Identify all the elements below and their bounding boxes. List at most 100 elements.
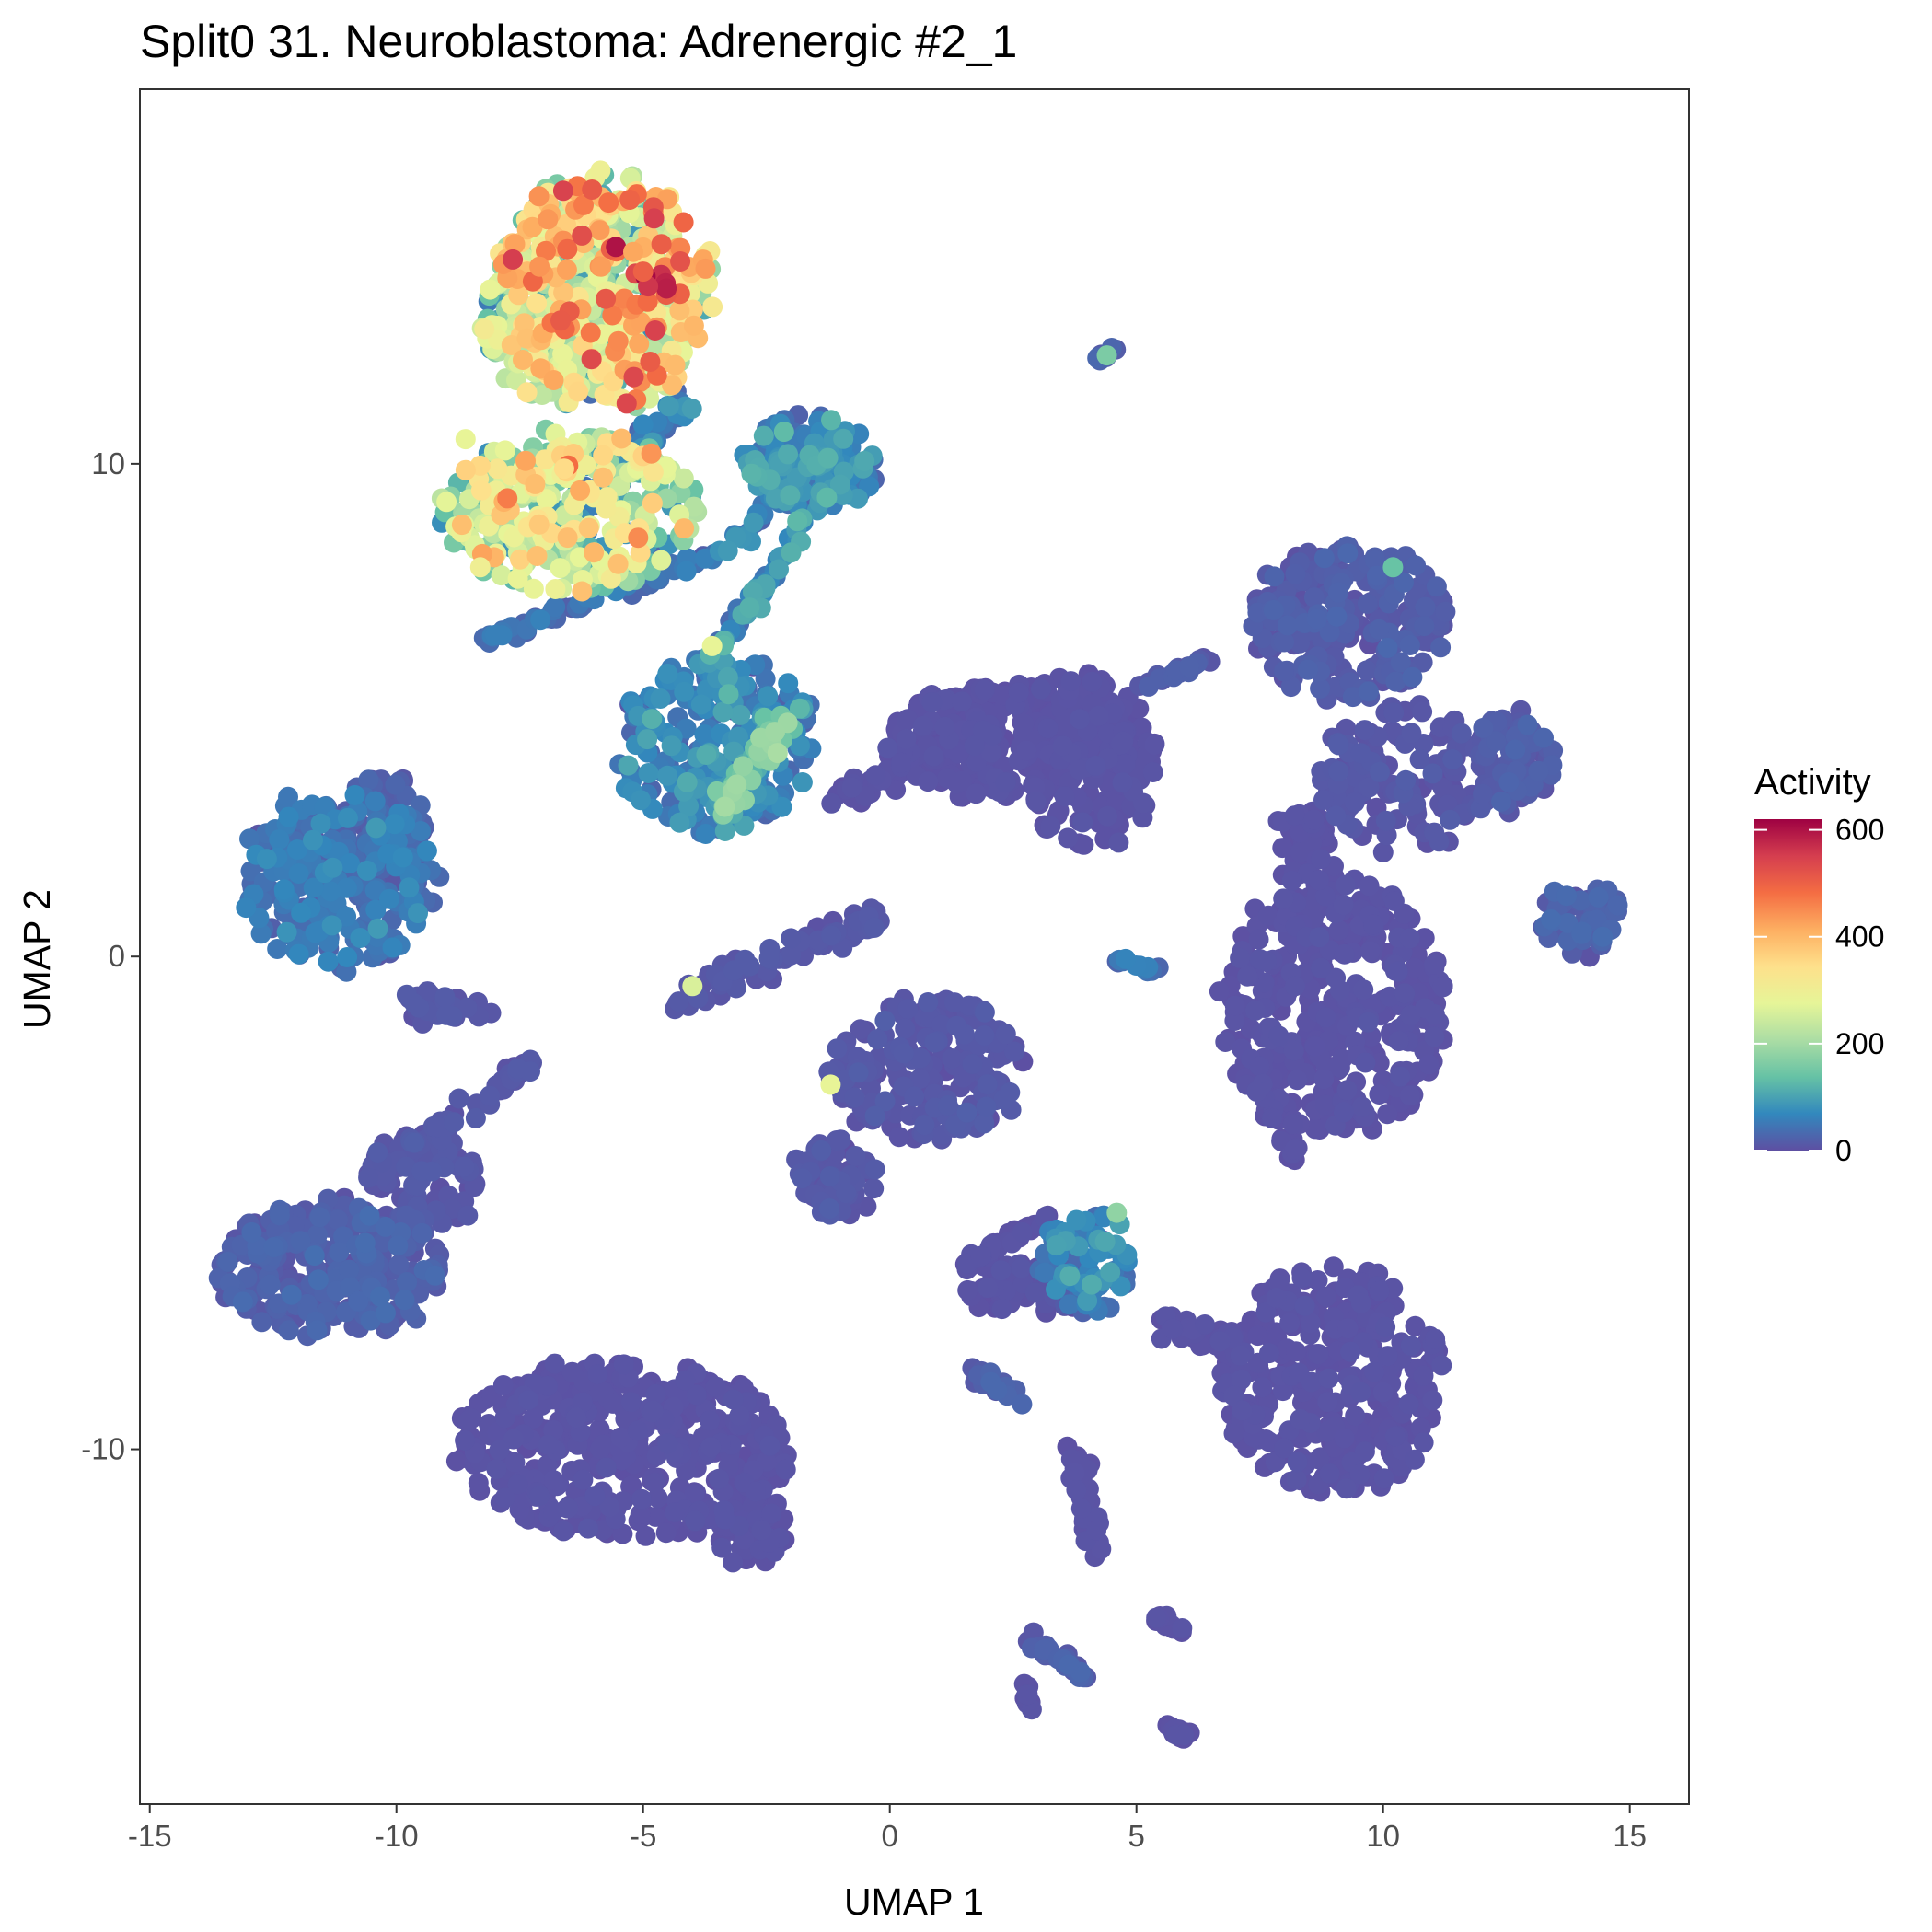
data-point — [836, 1183, 857, 1204]
data-point — [573, 1469, 594, 1490]
data-point — [864, 1105, 885, 1127]
data-point — [465, 1107, 486, 1128]
data-point — [1388, 1031, 1409, 1052]
data-point — [918, 992, 939, 1012]
data-point — [896, 729, 917, 749]
data-point — [523, 1408, 544, 1429]
data-point — [1086, 1521, 1106, 1541]
data-point — [1059, 1294, 1080, 1315]
data-point — [904, 1086, 925, 1107]
data-point — [422, 1161, 443, 1182]
data-point — [730, 704, 751, 725]
data-point — [1358, 1012, 1379, 1033]
data-point — [558, 1498, 579, 1519]
data-point — [637, 729, 658, 750]
data-point — [974, 1025, 995, 1046]
data-point — [741, 463, 762, 484]
data-point — [987, 1380, 1008, 1401]
data-point — [1325, 805, 1347, 827]
data-point — [923, 746, 944, 767]
data-point — [1592, 926, 1614, 947]
data-point — [1088, 705, 1109, 726]
data-point — [1311, 957, 1332, 978]
data-point — [303, 829, 323, 850]
data-point — [977, 1074, 998, 1095]
data-point — [263, 1237, 284, 1257]
data-point — [1413, 1365, 1434, 1386]
data-point — [769, 559, 789, 580]
data-point — [845, 1146, 866, 1166]
data-point — [1313, 790, 1334, 811]
data-point — [657, 664, 678, 684]
data-point — [1327, 582, 1348, 603]
data-point — [1337, 543, 1359, 564]
data-point — [821, 410, 841, 431]
data-point — [1473, 717, 1494, 738]
data-point — [723, 1552, 744, 1573]
data-point — [674, 681, 695, 702]
data-point — [1230, 947, 1251, 968]
data-point — [1301, 1371, 1322, 1393]
data-point — [1223, 1423, 1244, 1444]
data-point — [821, 925, 842, 946]
data-point — [974, 1001, 995, 1023]
data-point — [1303, 809, 1325, 830]
data-point — [1172, 1618, 1193, 1638]
data-point — [1402, 666, 1423, 688]
data-point — [573, 1392, 593, 1413]
data-point — [1432, 977, 1453, 998]
data-point — [251, 1312, 272, 1333]
data-point — [681, 399, 702, 419]
data-point — [1318, 1368, 1339, 1389]
data-point — [1370, 761, 1390, 782]
data-point — [1607, 895, 1628, 916]
data-point — [1091, 1539, 1112, 1559]
data-point — [1415, 998, 1436, 1019]
data-point — [632, 414, 654, 435]
data-point — [792, 1168, 813, 1189]
data-point — [388, 1235, 409, 1256]
data-point — [645, 1383, 666, 1405]
data-point — [494, 1407, 515, 1429]
data-point — [281, 1284, 302, 1305]
data-point — [1336, 1080, 1358, 1101]
data-point — [278, 806, 299, 827]
data-point — [309, 1207, 330, 1228]
data-point — [733, 756, 754, 777]
data-point — [358, 1167, 379, 1188]
data-point — [974, 679, 995, 700]
data-point — [1345, 1406, 1366, 1427]
data-point — [864, 1159, 885, 1180]
data-point — [657, 1433, 678, 1454]
data-point — [1369, 1052, 1390, 1073]
data-point — [1337, 1318, 1359, 1339]
data-point — [787, 511, 808, 532]
data-point — [1013, 713, 1035, 735]
data-point — [1363, 914, 1384, 935]
data-point — [981, 742, 1001, 763]
data-point — [1054, 786, 1075, 807]
data-point — [735, 949, 756, 970]
data-point — [232, 1291, 253, 1313]
data-point — [613, 1354, 634, 1375]
data-point — [1294, 1295, 1315, 1316]
data-point — [1274, 1438, 1294, 1459]
data-point — [236, 897, 257, 919]
data-point — [384, 814, 405, 835]
data-point — [1315, 1007, 1336, 1028]
data-point — [367, 918, 388, 939]
data-point — [739, 597, 760, 619]
data-point — [1424, 1026, 1445, 1047]
data-point — [781, 928, 802, 949]
data-point — [1082, 1274, 1102, 1295]
data-point — [891, 752, 912, 773]
data-point — [1209, 1331, 1231, 1352]
data-point — [1350, 743, 1371, 764]
data-point — [1333, 895, 1354, 915]
data-point — [897, 999, 919, 1020]
data-point — [356, 860, 377, 881]
data-point — [457, 1411, 479, 1431]
data-point — [819, 1166, 840, 1186]
data-point — [1252, 1377, 1273, 1398]
data-point — [1404, 957, 1425, 978]
